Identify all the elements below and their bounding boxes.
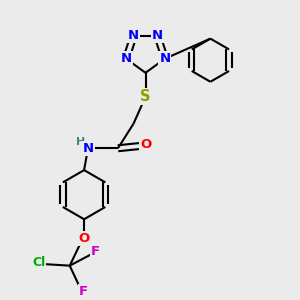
Text: O: O: [140, 138, 152, 151]
Text: O: O: [79, 232, 90, 244]
Text: H: H: [76, 137, 85, 147]
Text: N: N: [128, 29, 139, 42]
Text: S: S: [140, 89, 151, 104]
Text: N: N: [159, 52, 170, 65]
Text: N: N: [152, 29, 163, 42]
Text: F: F: [79, 285, 88, 298]
Text: F: F: [91, 245, 100, 258]
Text: N: N: [121, 52, 132, 65]
Text: N: N: [82, 142, 94, 155]
Text: Cl: Cl: [32, 256, 45, 269]
